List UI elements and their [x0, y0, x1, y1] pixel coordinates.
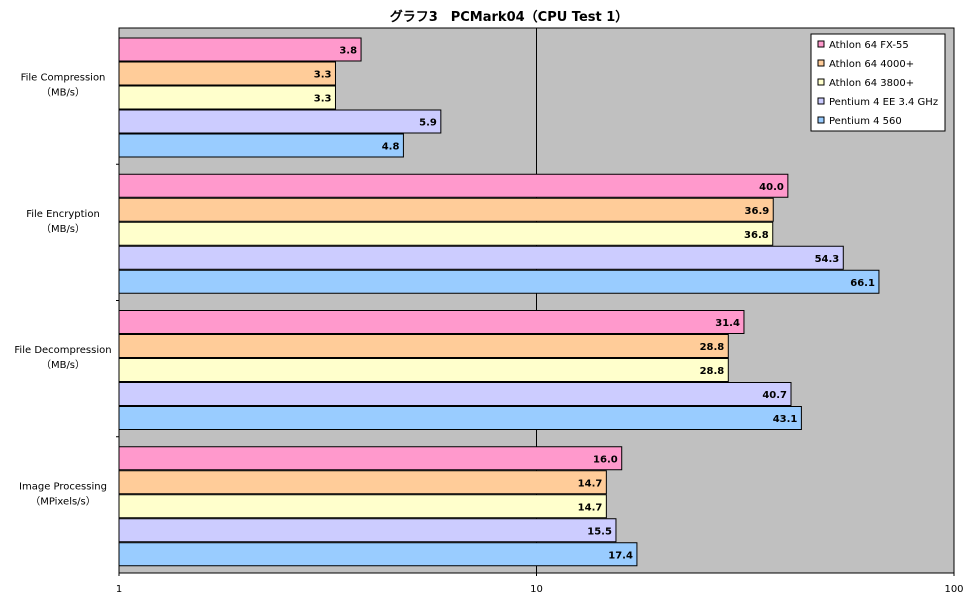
- data-label: 3.3: [314, 94, 332, 105]
- data-labels: 3.8 3.3 3.3 5.9 4.8 40.0 36.9 36.8 54.3 66.1 31.4 2…: [314, 46, 875, 562]
- bar: [118, 133, 404, 158]
- bar: [118, 269, 880, 294]
- bar: [118, 358, 729, 382]
- legend-label: Athlon 64 4000+: [829, 59, 914, 70]
- bar: [118, 406, 802, 430]
- x-axis-ticks: 1 10 100: [116, 573, 964, 595]
- data-label: 5.9: [419, 118, 437, 129]
- data-label: 40.7: [762, 390, 787, 401]
- legend-label: Pentium 4 EE 3.4 GHz: [829, 97, 938, 108]
- category-unit-label: （MB/s）: [41, 359, 85, 371]
- category-unit-label: （MPixels/s）: [30, 495, 96, 507]
- legend-swatch: [817, 78, 825, 86]
- data-label: 14.7: [578, 478, 603, 489]
- category-unit-label: （MB/s）: [41, 223, 85, 235]
- data-label: 28.8: [700, 342, 725, 353]
- data-label: 3.3: [314, 70, 332, 81]
- legend: Athlon 64 FX-55 Athlon 64 4000+ Athlon 64 …: [810, 33, 946, 132]
- category-label: File Encryption: [26, 209, 100, 220]
- bar: [118, 173, 789, 198]
- category-labels: File Compression （MB/s） File Encryption （MB…: [14, 73, 111, 508]
- data-label: 17.4: [608, 550, 633, 561]
- bar: [118, 37, 362, 62]
- bar: [118, 85, 336, 110]
- data-label: 4.8: [382, 142, 400, 153]
- data-label: 36.9: [745, 206, 770, 217]
- category-label: Image Processing: [19, 481, 107, 492]
- legend-swatch: [817, 116, 825, 124]
- data-label: 15.5: [587, 526, 612, 537]
- bar: [118, 518, 617, 543]
- data-label: 16.0: [593, 454, 618, 465]
- data-label: 66.1: [850, 278, 875, 289]
- bar: [118, 197, 774, 222]
- legend-swatch: [817, 59, 825, 67]
- bar: [118, 494, 607, 519]
- data-label: 36.8: [744, 230, 769, 241]
- legend-box: [810, 33, 946, 132]
- bar: [118, 109, 442, 134]
- bar: [118, 542, 638, 567]
- x-tick-label: 1: [116, 584, 122, 595]
- bar: [118, 221, 774, 246]
- bar: [118, 334, 729, 358]
- category-unit-label: （MB/s）: [41, 87, 85, 99]
- data-label: 28.8: [700, 366, 725, 377]
- bar: [118, 310, 745, 334]
- category-label: File Decompression: [14, 345, 111, 356]
- bar: [118, 382, 792, 406]
- data-label: 3.8: [339, 46, 357, 57]
- legend-label: Athlon 64 FX-55: [829, 40, 909, 51]
- bar: [118, 470, 607, 495]
- legend-label: Pentium 4 560: [829, 116, 902, 127]
- x-tick-label: 10: [530, 584, 543, 595]
- bar: [118, 245, 844, 270]
- chart-title: グラフ3 PCMark04（CPU Test 1）: [390, 9, 629, 25]
- data-label: 14.7: [578, 502, 603, 513]
- data-label: 31.4: [715, 318, 740, 329]
- bar: [118, 61, 336, 86]
- legend-swatch: [817, 97, 825, 105]
- category-label: File Compression: [21, 73, 106, 84]
- data-label: 54.3: [815, 254, 840, 265]
- legend-label: Athlon 64 3800+: [829, 78, 914, 89]
- data-label: 40.0: [759, 182, 784, 193]
- legend-swatch: [817, 40, 825, 48]
- bar: [118, 446, 623, 471]
- x-tick-label: 100: [944, 584, 963, 595]
- bars: [118, 37, 880, 567]
- data-label: 43.1: [773, 414, 798, 425]
